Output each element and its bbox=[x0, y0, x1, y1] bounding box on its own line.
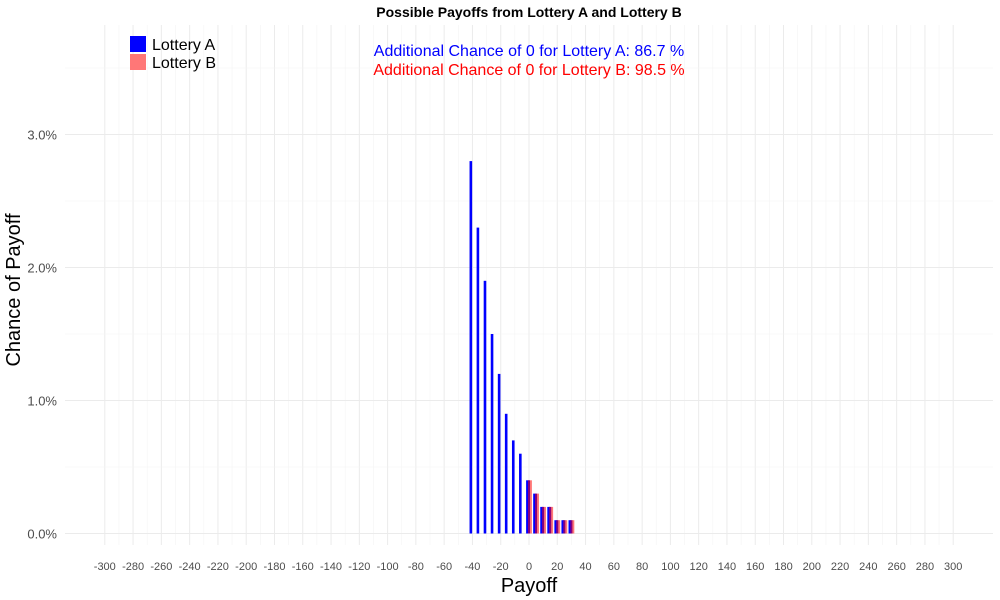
bar-overlap bbox=[556, 520, 559, 534]
x-tick-label: -280 bbox=[122, 561, 144, 573]
legend-swatch-lottery-b bbox=[130, 54, 146, 70]
bar-lottery-a bbox=[547, 506, 550, 534]
bar-overlap bbox=[535, 493, 538, 534]
x-tick-label: 120 bbox=[690, 561, 708, 573]
y-tick-label: 1.0% bbox=[27, 394, 57, 409]
x-tick-label: 280 bbox=[916, 561, 934, 573]
legend-swatch-lottery-a bbox=[130, 36, 146, 52]
x-tick-label: 20 bbox=[551, 561, 563, 573]
bar-overlap bbox=[570, 520, 573, 534]
bar-lottery-a bbox=[519, 453, 522, 534]
grid bbox=[65, 25, 993, 545]
bar-lottery-b bbox=[564, 520, 568, 534]
x-tick-label: 80 bbox=[636, 561, 648, 573]
x-tick-label: -100 bbox=[377, 561, 399, 573]
y-tick-label: 2.0% bbox=[27, 261, 57, 276]
x-tick-label: 0 bbox=[526, 561, 532, 573]
x-tick-label: -200 bbox=[235, 561, 257, 573]
bar-lottery-a bbox=[526, 480, 529, 534]
x-tick-label: 160 bbox=[746, 561, 764, 573]
bar-lottery-a bbox=[476, 227, 480, 534]
x-tick-label: 220 bbox=[831, 561, 849, 573]
legend-label-lottery-a: Lottery A bbox=[152, 37, 215, 54]
legend-label-lottery-b: Lottery B bbox=[152, 55, 216, 72]
bar-lottery-a bbox=[511, 440, 515, 534]
bar-lottery-b bbox=[529, 480, 532, 534]
x-tick-label: 100 bbox=[661, 561, 679, 573]
bar-lottery-b bbox=[571, 520, 575, 534]
y-tick-label: 0.0% bbox=[27, 527, 57, 542]
annotation-lottery-a: Additional Chance of 0 for Lottery A: 86… bbox=[374, 43, 684, 60]
x-tick-label: -80 bbox=[408, 561, 424, 573]
x-tick-label: -300 bbox=[94, 561, 116, 573]
bar-lottery-a bbox=[490, 334, 494, 534]
x-tick-label: -20 bbox=[493, 561, 509, 573]
annotations: Additional Chance of 0 for Lottery A: 86… bbox=[373, 43, 684, 79]
x-tick-label: -260 bbox=[150, 561, 172, 573]
x-tick-label: -180 bbox=[263, 561, 285, 573]
bar-overlap bbox=[549, 506, 552, 534]
y-tick-label: 3.0% bbox=[27, 128, 57, 143]
x-tick-label: 260 bbox=[887, 561, 905, 573]
x-tick-label: 140 bbox=[718, 561, 736, 573]
bar-lottery-b bbox=[536, 493, 539, 534]
bar-lottery-a bbox=[497, 373, 501, 534]
x-tick-label: 60 bbox=[608, 561, 620, 573]
x-axis-ticks: -300 -280 -260 -240 -220 -200 -180 -160 -140 -120… bbox=[94, 561, 963, 573]
bar-lottery-a bbox=[504, 413, 508, 534]
bar-lottery-a bbox=[554, 520, 557, 534]
x-axis-title: Payoff bbox=[501, 575, 558, 597]
bar-lottery-b bbox=[550, 506, 554, 534]
y-axis-title: Chance of Payoff bbox=[3, 213, 25, 367]
x-tick-label: -160 bbox=[292, 561, 314, 573]
bar-overlap bbox=[542, 506, 545, 534]
bar-lottery-a bbox=[568, 520, 572, 534]
legend: Lottery A Lottery B bbox=[130, 36, 216, 72]
x-tick-label: 300 bbox=[944, 561, 962, 573]
bar-overlap bbox=[528, 480, 530, 534]
x-tick-label: -120 bbox=[348, 561, 370, 573]
bar-overlap bbox=[563, 520, 566, 534]
x-tick-label: 240 bbox=[859, 561, 877, 573]
bar-lottery-a bbox=[469, 161, 473, 534]
x-tick-label: -240 bbox=[179, 561, 201, 573]
chart-title: Possible Payoffs from Lottery A and Lott… bbox=[376, 4, 681, 20]
bars bbox=[469, 161, 575, 534]
annotation-lottery-b: Additional Chance of 0 for Lottery B: 98… bbox=[373, 62, 684, 79]
x-tick-label: -220 bbox=[207, 561, 229, 573]
y-axis-ticks: 0.0% 1.0% 2.0% 3.0% bbox=[27, 128, 57, 542]
bar-lottery-a bbox=[540, 506, 543, 534]
x-tick-label: -40 bbox=[464, 561, 480, 573]
x-tick-label: -60 bbox=[436, 561, 452, 573]
bar-lottery-b bbox=[557, 520, 561, 534]
x-tick-label: 180 bbox=[774, 561, 792, 573]
bar-lottery-a bbox=[533, 493, 536, 534]
bar-lottery-a bbox=[483, 280, 487, 534]
bar-lottery-b bbox=[543, 506, 547, 534]
bar-lottery-a bbox=[561, 520, 565, 534]
x-tick-label: 40 bbox=[579, 561, 591, 573]
x-tick-label: 200 bbox=[803, 561, 821, 573]
x-tick-label: -140 bbox=[320, 561, 342, 573]
